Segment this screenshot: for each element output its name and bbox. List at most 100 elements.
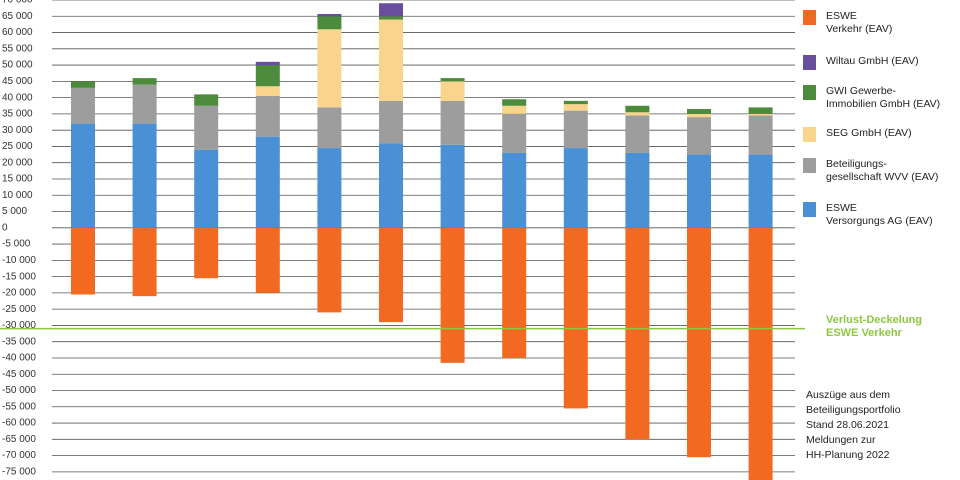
bar-segment bbox=[687, 154, 711, 228]
bar-segment bbox=[317, 13, 342, 17]
bar-segment bbox=[625, 227, 650, 440]
bar-segment bbox=[379, 3, 403, 17]
y-tick-label: -55 000 bbox=[2, 401, 36, 412]
y-tick-label: -25 000 bbox=[2, 304, 36, 315]
y-tick-label: -30 000 bbox=[2, 320, 36, 331]
bar-segment bbox=[440, 100, 465, 145]
y-tick-label: 30 000 bbox=[2, 125, 33, 136]
y-tick-label: 55 000 bbox=[2, 43, 33, 54]
legend-label: ESWE Verkehr (EAV) bbox=[826, 10, 893, 35]
bar-segment bbox=[317, 227, 342, 313]
legend-swatch bbox=[803, 202, 816, 217]
legend-swatch bbox=[803, 55, 816, 70]
bar-segment bbox=[194, 149, 219, 228]
y-tick-label: -40 000 bbox=[2, 353, 36, 364]
bar-segment bbox=[625, 105, 650, 113]
y-tick-label: -45 000 bbox=[2, 369, 36, 380]
legend-label: GWI Gewerbe- Immobilien GmbH (EAV) bbox=[826, 85, 941, 110]
bar-segment bbox=[194, 94, 219, 106]
y-tick-label: 65 000 bbox=[2, 11, 33, 22]
legend-swatch bbox=[803, 10, 816, 25]
bar-segment bbox=[440, 78, 465, 82]
y-tick-label: -65 000 bbox=[2, 434, 36, 445]
y-tick-label: 70 000 bbox=[2, 0, 33, 6]
bar-segment bbox=[502, 152, 527, 228]
bar-segment bbox=[625, 115, 650, 153]
y-tick-label: 10 000 bbox=[2, 190, 33, 201]
bar-segment bbox=[132, 123, 157, 228]
bar-segment bbox=[379, 19, 403, 101]
bar-segment bbox=[687, 117, 711, 155]
bar-segment bbox=[748, 115, 773, 155]
bar-segment bbox=[317, 107, 342, 149]
y-tick-label: 0 bbox=[2, 222, 8, 233]
legend-label: SEG GmbH (EAV) bbox=[826, 127, 912, 139]
y-tick-label: -10 000 bbox=[2, 255, 36, 266]
bar-segment bbox=[255, 86, 280, 96]
legend-swatch bbox=[803, 85, 816, 100]
legend-label: Wiltau GmbH (EAV) bbox=[826, 55, 919, 67]
bar-segment bbox=[502, 227, 527, 358]
bar-segment bbox=[194, 227, 219, 279]
bar-segment bbox=[255, 227, 280, 293]
y-tick-label: -35 000 bbox=[2, 336, 36, 347]
reference-label: Verlust-Deckelung ESWE Verkehr bbox=[826, 313, 922, 339]
bar-segment bbox=[317, 29, 342, 108]
bar-segment bbox=[379, 143, 403, 228]
bar-segment bbox=[379, 16, 403, 20]
bar-segment bbox=[563, 110, 588, 149]
y-tick-label: 45 000 bbox=[2, 76, 33, 87]
bar-segment bbox=[563, 227, 588, 409]
bar-segment bbox=[194, 105, 219, 150]
bar-segment bbox=[255, 136, 280, 228]
bar-segment bbox=[563, 100, 588, 105]
legend-swatch bbox=[803, 127, 816, 142]
bar-segment bbox=[317, 148, 342, 228]
bar-segment bbox=[563, 148, 588, 228]
y-tick-label: 60 000 bbox=[2, 27, 33, 38]
bar-segment bbox=[71, 123, 95, 228]
bar-segment bbox=[687, 109, 711, 114]
y-tick-label: -15 000 bbox=[2, 271, 36, 282]
bar-segment bbox=[317, 16, 342, 30]
bar-segment bbox=[255, 65, 280, 87]
bar-segment bbox=[440, 144, 465, 228]
annotation: Auszüge aus dem Beteiligungsportfolio St… bbox=[806, 389, 901, 461]
bar-segment bbox=[748, 227, 773, 480]
y-tick-label: 20 000 bbox=[2, 157, 33, 168]
bar-segment bbox=[502, 99, 527, 106]
y-tick-label: -75 000 bbox=[2, 467, 36, 478]
bar-segment bbox=[748, 113, 773, 116]
y-tick-label: -5 000 bbox=[2, 239, 31, 250]
bar-segment bbox=[502, 105, 527, 114]
bar-segment bbox=[379, 100, 403, 144]
bar-segment bbox=[71, 87, 95, 124]
legend-swatch bbox=[803, 158, 816, 173]
bar-segment bbox=[687, 227, 711, 458]
bar-segment bbox=[379, 227, 403, 323]
bar-segment bbox=[255, 61, 280, 66]
bar-segment bbox=[255, 96, 280, 137]
y-tick-label: -50 000 bbox=[2, 385, 36, 396]
y-tick-label: 40 000 bbox=[2, 92, 33, 103]
legend-label: Beteiligungs- gesellschaft WVV (EAV) bbox=[826, 158, 939, 183]
bar-segment bbox=[563, 104, 588, 111]
bar-segment bbox=[625, 152, 650, 228]
y-tick-label: 15 000 bbox=[2, 174, 33, 185]
bar-segment bbox=[502, 113, 527, 153]
y-tick-label: -60 000 bbox=[2, 418, 36, 429]
bar-segment bbox=[440, 81, 465, 101]
y-tick-label: 25 000 bbox=[2, 141, 33, 152]
bar-segment bbox=[748, 107, 773, 114]
bar-segment bbox=[71, 227, 95, 295]
y-tick-label: 50 000 bbox=[2, 60, 33, 71]
bar-segment bbox=[132, 84, 157, 124]
bar-segment bbox=[748, 154, 773, 228]
y-tick-label: -20 000 bbox=[2, 288, 36, 299]
legend-label: ESWE Versorgungs AG (EAV) bbox=[826, 202, 933, 227]
bar-segment bbox=[687, 113, 711, 118]
bar-segment bbox=[132, 227, 157, 297]
bar-segment bbox=[71, 81, 95, 88]
